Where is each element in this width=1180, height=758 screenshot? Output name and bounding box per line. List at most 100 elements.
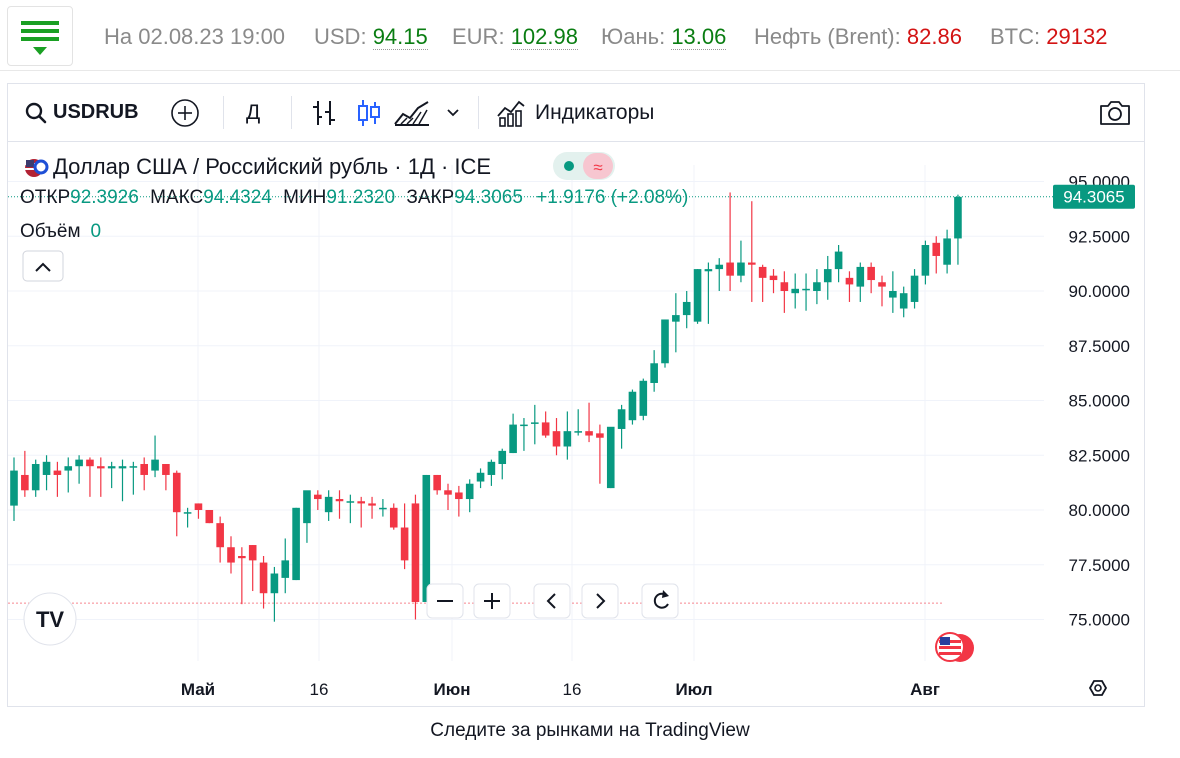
axis-settings-button[interactable] <box>1088 680 1108 696</box>
tradingview-logo[interactable]: TV <box>23 592 77 646</box>
price-axis[interactable]: 95.000092.500090.000087.500085.000082.50… <box>1069 173 1130 630</box>
candle-body <box>346 501 355 503</box>
candle <box>737 240 745 283</box>
candle <box>856 262 865 302</box>
candle-body <box>541 422 550 436</box>
candle-body <box>726 262 734 276</box>
interval-button[interactable]: Д <box>246 84 260 141</box>
reset-chart-button[interactable] <box>641 583 679 619</box>
candle-body <box>878 282 886 287</box>
candle-body <box>682 301 691 316</box>
candle <box>748 201 756 302</box>
chart-legend: Доллар США / Российский рубль · 1Д · ICE… <box>20 152 688 282</box>
candle <box>780 271 789 313</box>
candle-body <box>216 523 224 548</box>
price-tag-value: 94.3065 <box>1063 188 1124 207</box>
candle-body <box>107 466 116 469</box>
scroll-left-button[interactable] <box>533 583 571 619</box>
candle <box>227 536 235 574</box>
symbol-search-button[interactable]: USDRUB <box>24 84 139 141</box>
candle <box>498 448 507 480</box>
candle-body <box>314 494 322 500</box>
y-tick-label: 90.0000 <box>1069 282 1130 301</box>
candle-body <box>769 275 778 281</box>
candle-body <box>845 277 854 285</box>
collapse-legend-button[interactable] <box>22 250 64 282</box>
currency-flags-icon <box>935 632 974 662</box>
candle <box>693 269 702 324</box>
volume-value: 0 <box>91 221 102 242</box>
y-tick-label: 92.5000 <box>1069 227 1130 246</box>
candle-body <box>596 433 604 438</box>
candle-body <box>921 245 930 276</box>
time-axis[interactable]: Май 16 Июн 16 Июл Авг <box>181 680 940 699</box>
candle-body <box>21 474 29 491</box>
candle <box>596 424 604 484</box>
ohlc-value: 92.3926 <box>70 187 139 208</box>
candle-body <box>661 319 669 364</box>
candle <box>303 490 311 543</box>
ticker-btc[interactable]: BTC: 29132 <box>990 24 1107 50</box>
candle <box>368 496 376 519</box>
candle-body <box>324 496 333 513</box>
x-tick-label: 16 <box>310 680 329 699</box>
candle <box>899 286 908 318</box>
price-chart[interactable]: 95.000092.500090.000087.500085.000082.50… <box>8 141 1144 706</box>
ohlc-value: 94.3065 <box>454 187 523 208</box>
legend-ohlc: ОТКР92.3926 МАКС94.4324 МИН91.2320 ЗАКР9… <box>20 187 688 208</box>
candle <box>107 461 116 489</box>
chart-style-dropdown[interactable] <box>444 84 462 141</box>
candle <box>932 236 941 274</box>
x-tick-label: 16 <box>563 680 582 699</box>
candle <box>910 269 919 309</box>
plus-icon <box>484 593 500 609</box>
compare-button[interactable] <box>170 84 200 141</box>
candles-style-button[interactable] <box>355 84 383 141</box>
ticker-label: Юань: <box>601 24 666 49</box>
candle <box>86 457 94 497</box>
indicators-button[interactable]: Индикаторы <box>496 84 654 141</box>
candle <box>400 503 409 570</box>
area-style-button[interactable] <box>393 84 431 141</box>
menu-button[interactable] <box>7 6 73 66</box>
zoom-out-button[interactable] <box>426 583 464 619</box>
ticker-brent[interactable]: Нефть (Brent): 82.86 <box>754 24 962 50</box>
ticker-usd[interactable]: USD: 94.15 <box>314 24 428 50</box>
candle-body <box>248 545 257 561</box>
zoom-in-button[interactable] <box>473 583 511 619</box>
candle <box>585 402 593 443</box>
candle <box>823 255 832 300</box>
snapshot-button[interactable] <box>1098 84 1132 141</box>
candle <box>194 503 203 519</box>
candle-body <box>834 251 843 270</box>
interval-label: Д <box>246 100 261 124</box>
legend-toggle[interactable]: ≈ <box>553 152 615 180</box>
candle-body <box>802 288 810 291</box>
ticker-cny[interactable]: Юань: 13.06 <box>601 24 727 50</box>
candle-body <box>520 424 528 427</box>
candle <box>758 264 767 302</box>
candle-body <box>259 562 268 594</box>
y-tick-label: 85.0000 <box>1069 392 1130 411</box>
candle-body <box>129 466 138 468</box>
ticker-eur[interactable]: EUR: 102.98 <box>452 24 578 50</box>
candle-body <box>389 507 398 528</box>
candle-body <box>183 512 192 514</box>
candle-body <box>194 503 203 510</box>
footer-link[interactable]: Следите за рынками на TradingView <box>430 720 750 741</box>
candles-layer <box>10 192 962 622</box>
candle <box>791 273 799 309</box>
y-tick-label: 80.0000 <box>1069 501 1130 520</box>
scroll-right-button[interactable] <box>581 583 619 619</box>
bars-style-button[interactable] <box>310 84 338 141</box>
candle <box>617 404 626 449</box>
candle-body <box>281 560 290 578</box>
indicators-label: Индикаторы <box>535 100 655 124</box>
candle <box>661 319 669 368</box>
candle <box>455 485 463 517</box>
area-style-icon <box>394 100 429 126</box>
candle-body <box>867 266 875 281</box>
candle <box>248 545 257 592</box>
bars-style-icon <box>313 100 335 125</box>
ohlc-value: 91.2320 <box>326 187 395 208</box>
